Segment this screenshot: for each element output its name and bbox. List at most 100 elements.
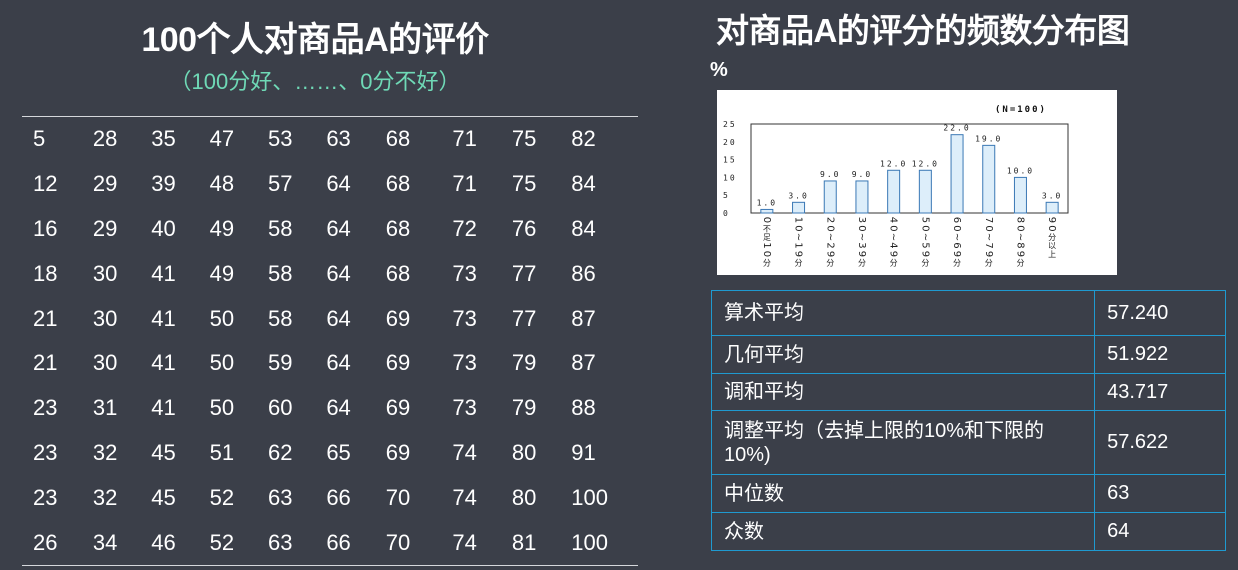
x-tick-label: 8: [1014, 217, 1025, 223]
score-cell: 30: [92, 260, 118, 286]
score-cell: 21: [33, 350, 58, 376]
score-cell: 70: [385, 529, 411, 555]
x-tick-label: 0: [1046, 225, 1057, 231]
score-cell: 58: [267, 260, 293, 286]
stats-value: 57.622: [1094, 410, 1226, 475]
x-tick-label: 2: [824, 217, 835, 223]
score-cell: 49: [209, 215, 235, 241]
score-cell: 80: [511, 484, 537, 510]
score-cell: 88: [571, 395, 596, 421]
score-cell: 71: [452, 171, 477, 197]
score-cell: 23: [33, 439, 58, 465]
score-cell: 45: [151, 439, 176, 465]
score-row: 21 30 41 50 58 64 69 73 77 87: [22, 296, 638, 341]
chart-annotation: (N=100): [995, 105, 1047, 115]
bar: [792, 201, 806, 214]
score-cell: 73: [452, 350, 477, 376]
score-cell: 59: [267, 350, 293, 376]
score-cell: 23: [33, 484, 58, 510]
bar-value-label: 1.0: [757, 198, 777, 207]
score-cell: 40: [151, 215, 176, 241]
bar-value-label: 22.0: [943, 124, 970, 133]
stats-row: 算术平均 57.240: [710, 290, 1226, 336]
score-cell: 52: [209, 529, 235, 555]
score-cell: 64: [326, 350, 351, 376]
score-row: 23 32 45 52 63 66 70 74 80 100: [22, 475, 638, 520]
score-cell: 31: [92, 395, 118, 421]
score-cell: 50: [209, 350, 235, 376]
score-cell: 77: [511, 305, 537, 331]
bar: [982, 144, 996, 214]
x-tick-label: 9: [1046, 217, 1057, 223]
stats-row: 几何平均 51.922: [710, 335, 1226, 374]
x-tick-label: 不: [763, 225, 771, 234]
score-cell: 58: [267, 305, 293, 331]
score-cell: 72: [452, 215, 477, 241]
x-tick-label: ~: [919, 233, 930, 241]
score-cell: 86: [571, 260, 596, 286]
x-tick-label: ~: [856, 233, 867, 241]
x-tick-label: 0: [888, 225, 899, 231]
x-tick-label: 9: [919, 251, 930, 257]
score-cell: 32: [92, 439, 118, 465]
bar: [823, 180, 837, 214]
score-cell: 75: [511, 126, 537, 152]
score-row: 18 30 41 49 58 64 68 73 77 86: [22, 251, 638, 296]
score-cell: 58: [267, 215, 293, 241]
score-cell: 69: [385, 439, 411, 465]
score-cell: 87: [571, 305, 596, 331]
score-row: 21 30 41 50 59 64 69 73 79 87: [22, 341, 638, 386]
score-cell: 12: [33, 171, 58, 197]
x-tick-label: 上: [1048, 250, 1056, 259]
score-cell: 46: [151, 529, 176, 555]
stats-label: 调和平均: [710, 373, 1096, 411]
bar: [918, 169, 932, 214]
bar-value-label: 9.0: [820, 170, 840, 179]
stats-row: 中位数 63: [710, 474, 1226, 513]
score-cell: 76: [511, 215, 537, 241]
score-cell: 53: [267, 126, 293, 152]
x-tick-label: 9: [1014, 251, 1025, 257]
score-cell: 70: [385, 484, 411, 510]
bar: [887, 169, 901, 214]
score-cell: 39: [151, 171, 176, 197]
bar-value-label: 12.0: [912, 159, 939, 168]
stats-table: 算术平均 57.240 几何平均 51.922 调和平均 43.717 调整平均（去掉上限的…: [710, 290, 1226, 551]
x-tick-label: ~: [951, 233, 962, 241]
x-tick-label: ~: [888, 233, 899, 241]
score-cell: 65: [326, 439, 351, 465]
score-cell: 73: [452, 260, 477, 286]
score-cell: 63: [326, 126, 351, 152]
score-row: 26 34 46 52 63 66 70 74 81 100: [22, 520, 638, 565]
x-tick-label: 5: [919, 217, 930, 223]
x-tick-label: 1: [761, 242, 772, 248]
score-row: 23 31 41 50 60 64 69 73 79 88: [22, 386, 638, 431]
score-cell: 63: [267, 529, 293, 555]
plot-area-frame: [750, 123, 1069, 214]
x-tick-label: 0: [761, 217, 772, 223]
score-cell: 50: [209, 395, 235, 421]
score-cell: 23: [33, 395, 58, 421]
x-tick-label: 0: [761, 251, 772, 257]
score-row: 23 32 45 51 62 65 69 74 80 91: [22, 431, 638, 476]
y-tick-label: 25: [723, 120, 737, 129]
score-cell: 41: [151, 260, 176, 286]
bar-value-label: 19.0: [975, 134, 1002, 143]
score-cell: 74: [452, 529, 477, 555]
x-tick-label: 3: [856, 217, 867, 223]
score-cell: 79: [511, 395, 537, 421]
bar-value-label: 12.0: [880, 159, 907, 168]
x-tick-label: 7: [983, 217, 994, 223]
score-cell: 69: [385, 395, 411, 421]
y-tick-label: 20: [723, 138, 737, 147]
x-tick-label: 0: [856, 225, 867, 231]
score-cell: 68: [385, 215, 411, 241]
score-table: 5 28 35 47 53 63 68 71 75 82 12 29 39 48 57 64 68 71 75 84 1…: [22, 116, 638, 566]
x-tick-label: 7: [983, 242, 994, 248]
score-cell: 18: [33, 260, 58, 286]
score-cell: 26: [33, 529, 58, 555]
x-tick-label: 8: [1014, 242, 1025, 248]
score-cell: 21: [33, 305, 58, 331]
x-tick-label: 9: [793, 251, 804, 257]
x-tick-label: 6: [951, 217, 962, 223]
